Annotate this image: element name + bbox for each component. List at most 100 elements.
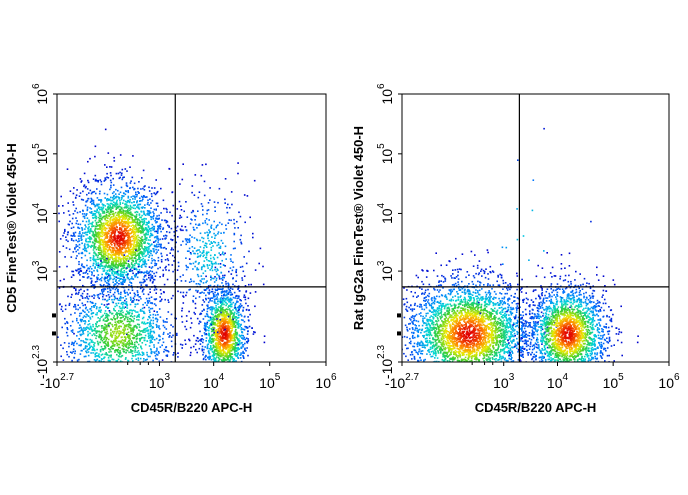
- event-dot: [130, 382, 132, 384]
- event-dot: [147, 397, 149, 399]
- event-dot: [117, 235, 120, 238]
- event-dot: [117, 292, 120, 295]
- event-dot: [237, 340, 240, 343]
- event-dot: [124, 210, 127, 212]
- event-dot: [133, 315, 136, 317]
- event-dot: [137, 239, 140, 241]
- event-dot: [156, 354, 159, 356]
- event-dot: [140, 388, 142, 390]
- event-dot: [168, 383, 170, 385]
- event-dot: [123, 239, 125, 242]
- event-dot: [88, 348, 90, 350]
- event-dot: [172, 254, 174, 257]
- event-dot: [132, 207, 135, 209]
- event-dot: [125, 343, 127, 345]
- event-dot: [232, 360, 235, 362]
- event-dot: [143, 189, 146, 191]
- event-dot: [120, 269, 122, 272]
- event-dot: [128, 258, 130, 260]
- event-dot: [136, 218, 138, 221]
- event-dot: [83, 329, 85, 331]
- event-dot: [101, 224, 103, 227]
- event-dot: [106, 330, 108, 333]
- event-dot: [150, 339, 152, 342]
- event-dot: [107, 220, 110, 223]
- event-dot: [133, 267, 135, 269]
- event-dot: [99, 243, 102, 245]
- event-dot: [70, 276, 73, 278]
- event-dot: [112, 325, 114, 328]
- event-dot: [122, 343, 125, 345]
- event-dot: [122, 271, 124, 274]
- event-dot: [86, 295, 88, 298]
- event-dot: [111, 254, 113, 257]
- event-dot: [99, 249, 101, 251]
- event-dot: [243, 336, 245, 339]
- event-dot: [80, 237, 82, 239]
- event-dot: [111, 192, 114, 195]
- event-dot: [242, 338, 244, 340]
- event-dot: [123, 307, 125, 309]
- event-dot: [138, 255, 140, 258]
- event-dot: [221, 279, 224, 281]
- event-dot: [114, 197, 117, 199]
- event-dot: [160, 212, 162, 214]
- event-dot: [125, 212, 128, 214]
- event-dot: [106, 332, 109, 335]
- event-dot: [120, 264, 122, 266]
- event-dot: [117, 269, 119, 272]
- event-dot: [88, 323, 91, 325]
- event-dot: [225, 280, 227, 283]
- event-dot: [116, 242, 119, 245]
- event-dot: [87, 298, 90, 300]
- event-dot: [81, 297, 84, 299]
- event-dot: [84, 320, 86, 322]
- event-dot: [151, 260, 154, 262]
- event-dot: [87, 354, 90, 357]
- event-dot: [237, 373, 239, 375]
- event-dot: [111, 244, 113, 246]
- event-dot: [127, 200, 129, 202]
- event-dot: [120, 237, 122, 240]
- event-dot: [112, 317, 115, 319]
- event-dot: [151, 302, 154, 305]
- event-dot: [133, 325, 136, 327]
- event-dot: [244, 342, 246, 345]
- event-dot: [121, 233, 123, 236]
- event-dot: [78, 240, 80, 242]
- event-dot: [132, 198, 134, 200]
- event-dot: [147, 239, 150, 241]
- event-dot: [68, 345, 70, 348]
- event-dot: [61, 310, 64, 312]
- event-dot: [91, 339, 93, 342]
- event-dot: [104, 331, 106, 334]
- event-dot: [107, 357, 110, 359]
- event-dot: [108, 359, 110, 362]
- event-dot: [216, 371, 218, 373]
- event-dot: [94, 242, 96, 245]
- event-dot: [109, 222, 111, 225]
- event-dot: [125, 316, 127, 319]
- event-dot: [80, 294, 82, 297]
- event-dot: [117, 299, 120, 301]
- event-dot: [199, 313, 201, 316]
- event-dot: [99, 208, 101, 211]
- event-dot: [58, 266, 61, 268]
- event-dot: [107, 291, 109, 293]
- event-dot: [131, 231, 133, 233]
- event-dot: [165, 248, 167, 250]
- event-dot: [119, 171, 121, 174]
- event-dot: [121, 172, 123, 175]
- event-dot: [141, 254, 143, 256]
- event-dot: [150, 202, 152, 204]
- event-dot: [229, 360, 231, 362]
- event-dot: [122, 316, 124, 319]
- event-dot: [91, 364, 93, 366]
- event-dot: [89, 259, 92, 262]
- event-dot: [115, 279, 117, 281]
- event-dot: [104, 197, 106, 199]
- event-dot: [168, 226, 170, 228]
- event-dot: [111, 301, 114, 303]
- event-dot: [215, 305, 217, 307]
- event-dot: [221, 299, 223, 301]
